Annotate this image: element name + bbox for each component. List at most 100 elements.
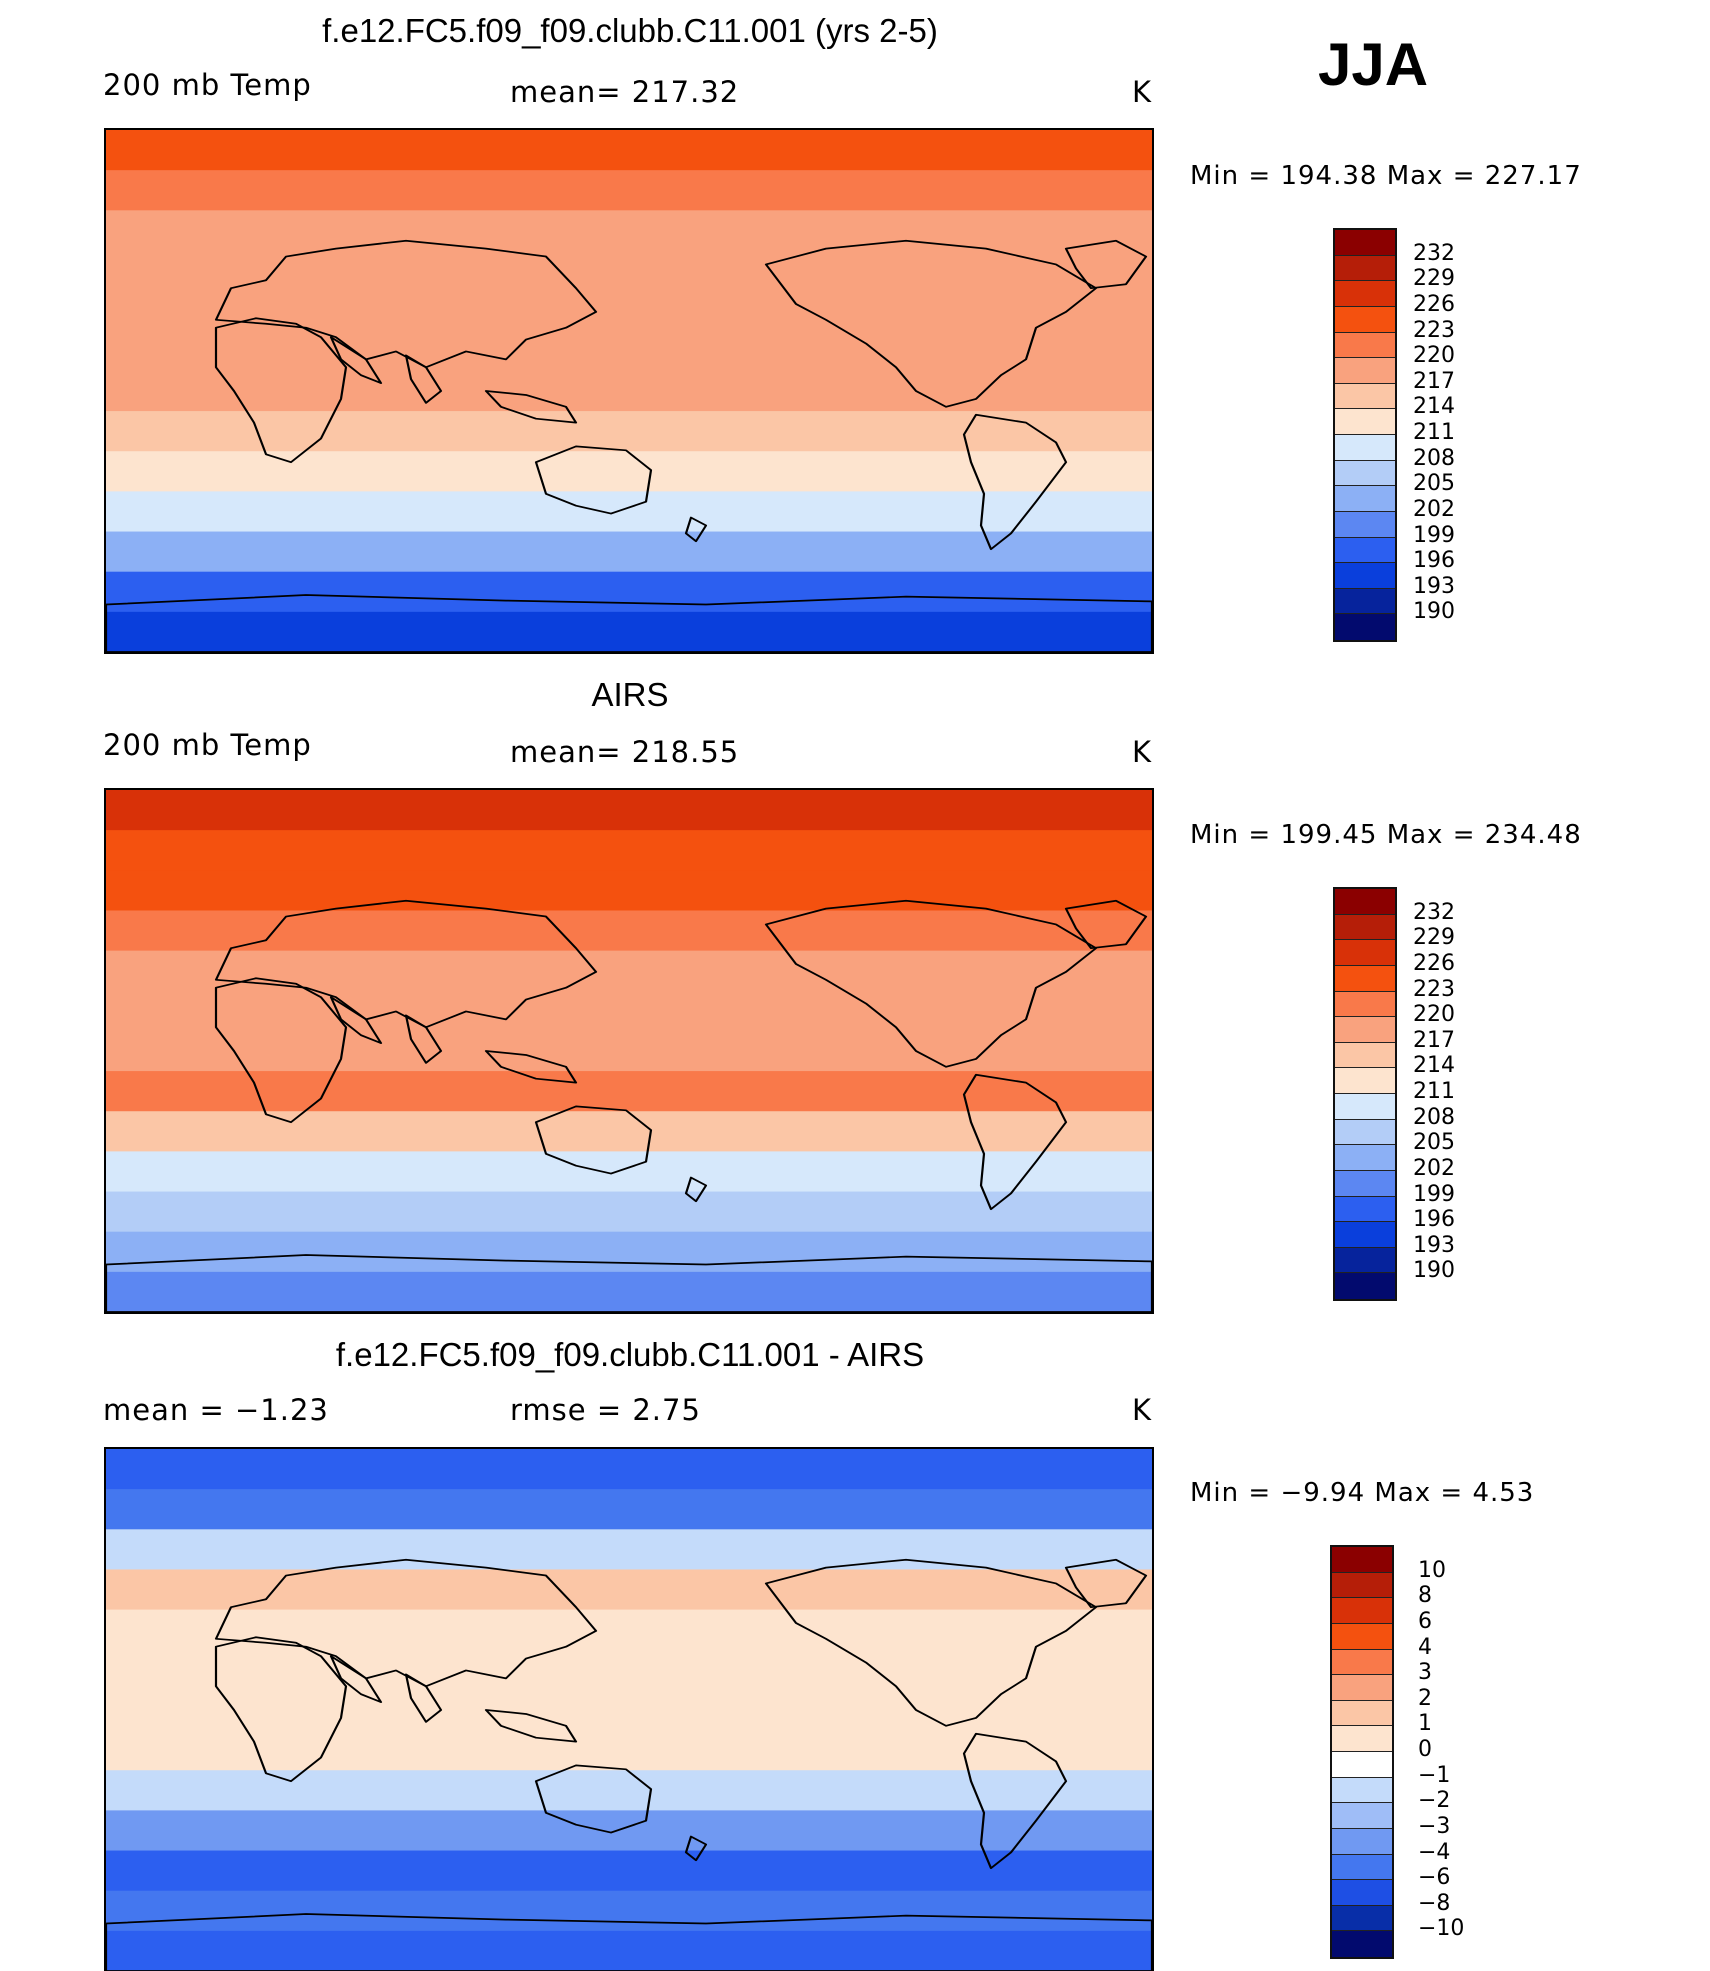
zonal-band — [106, 170, 1152, 212]
map-panel-obs — [104, 788, 1154, 1314]
panel-title-diff: f.e12.FC5.f09_f09.clubb.C11.001 - AIRS — [335, 1336, 925, 1373]
zonal-band — [106, 1071, 1152, 1113]
colorbar-swatch — [1335, 1042, 1395, 1069]
colorbar-swatch — [1332, 1598, 1392, 1624]
colorbar-swatch — [1335, 563, 1395, 589]
colorbar-swatch — [1335, 332, 1395, 359]
map-panel-diff — [104, 1447, 1154, 1971]
zonal-band — [106, 1271, 1152, 1312]
coastline — [329, 1655, 383, 1703]
colorbar-tick-label: 205 — [1413, 471, 1455, 497]
colorbar-tick-label: −8 — [1418, 1890, 1451, 1916]
zonal-band — [106, 990, 1152, 1032]
panel-left-label-model: 200 mb Temp — [103, 68, 312, 102]
colorbar-swatch — [1335, 230, 1395, 256]
panel-rmse-diff: rmse = 2.75 — [510, 1393, 701, 1427]
coastline — [484, 390, 578, 424]
coastline — [214, 239, 598, 369]
colorbar-tick-label: 220 — [1413, 1002, 1455, 1028]
colorbar-tick-label: 226 — [1413, 291, 1455, 317]
coastline — [329, 336, 383, 384]
colorbar-tick-label: 208 — [1413, 445, 1455, 471]
panel-title-model: f.e12.FC5.f09_f09.clubb.C11.001 (yrs 2-5… — [322, 12, 938, 49]
zonal-band — [106, 1770, 1152, 1812]
colorbar-tick-label: 214 — [1413, 394, 1455, 420]
colorbar-tick-label: 220 — [1413, 343, 1455, 369]
minmax-obs: Min = 199.45 Max = 234.48 — [1190, 820, 1582, 850]
colorbar-swatch — [1332, 1905, 1392, 1932]
colorbar-tick-label: 202 — [1413, 1155, 1455, 1181]
colorbar-swatch — [1332, 1828, 1392, 1855]
colorbar-swatch — [1335, 965, 1395, 992]
panel-title-obs: AIRS — [591, 676, 669, 713]
colorbar-swatch — [1335, 991, 1395, 1018]
coastline — [404, 354, 443, 404]
coastline — [684, 516, 708, 543]
colorbar-model — [1333, 228, 1397, 642]
coastline — [106, 594, 1152, 652]
colorbar-swatch — [1335, 358, 1395, 384]
colorbar-tick-label: 211 — [1413, 420, 1455, 445]
panel-mean-model: mean= 217.32 — [510, 75, 740, 109]
zonal-band — [106, 330, 1152, 372]
coastline — [684, 1835, 708, 1862]
colorbar-tick-label: 217 — [1413, 1027, 1455, 1053]
colorbar-swatch — [1335, 1119, 1395, 1146]
minmax-model: Min = 194.38 Max = 227.17 — [1190, 161, 1582, 191]
coastline — [106, 1254, 1152, 1312]
coastline — [962, 413, 1068, 551]
colorbar-tick-label: 2 — [1418, 1685, 1432, 1711]
zonal-band — [106, 451, 1152, 493]
colorbar-tick-label: 217 — [1413, 368, 1455, 394]
panel-units-diff: K — [1132, 1393, 1153, 1427]
zonal-band — [106, 1890, 1152, 1932]
colorbar-swatch — [1332, 1777, 1392, 1804]
zonal-band — [106, 1609, 1152, 1651]
coastline — [1064, 239, 1148, 290]
zonal-band — [106, 870, 1152, 912]
coastline — [764, 899, 1098, 1068]
colorbar-tick-label: 4 — [1418, 1634, 1432, 1660]
coastline — [214, 1636, 348, 1783]
colorbar-labels-diff: 10 8 6 4 3 2 1 0 −1 −2 −3 −4 −6 −8 −10 — [1418, 1545, 1498, 1955]
colorbar-tick-label: 10 — [1418, 1557, 1446, 1583]
zonal-band — [106, 910, 1152, 952]
colorbar-swatch — [1332, 1726, 1392, 1752]
coastline — [214, 977, 348, 1124]
zonal-band — [106, 1730, 1152, 1772]
coastline — [534, 445, 653, 515]
colorbar-swatch — [1335, 1094, 1395, 1120]
map-svg — [106, 1449, 1152, 1971]
coastline — [484, 1050, 578, 1084]
colorbar-tick-label: 196 — [1413, 548, 1455, 574]
colorbar-swatch — [1332, 1803, 1392, 1829]
zonal-band — [106, 611, 1152, 652]
zonal-band — [106, 130, 1152, 171]
colorbar-swatch — [1335, 1068, 1395, 1094]
coastline — [534, 1764, 653, 1834]
colorbar-diff — [1330, 1545, 1394, 1959]
colorbar-labels-model: 232 229 226 223 220 217 214 211 208 205 202 199 196 1… — [1413, 228, 1493, 638]
zonal-band — [106, 1930, 1152, 1971]
zonal-band — [106, 531, 1152, 573]
colorbar-tick-label: −1 — [1418, 1762, 1451, 1788]
coastline — [764, 1558, 1098, 1727]
coastline — [484, 1709, 578, 1743]
colorbar-swatch — [1335, 383, 1395, 410]
colorbar-tick-label: 229 — [1413, 925, 1455, 951]
colorbar-tick-label: 8 — [1418, 1583, 1432, 1609]
colorbar-tick-label: 199 — [1413, 1181, 1455, 1207]
zonal-band — [106, 950, 1152, 992]
zonal-band — [106, 790, 1152, 831]
coastline — [106, 1913, 1152, 1971]
colorbar-swatch — [1332, 1649, 1392, 1676]
coastline — [534, 1105, 653, 1175]
colorbar-swatch — [1335, 914, 1395, 941]
coastline — [1064, 899, 1148, 950]
zonal-band — [106, 571, 1152, 613]
colorbar-tick-label: −10 — [1418, 1916, 1465, 1942]
colorbar-tick-label: 0 — [1418, 1737, 1432, 1762]
colorbar-swatch — [1335, 435, 1395, 461]
colorbar-tick-label: 1 — [1418, 1711, 1432, 1737]
colorbar-swatch — [1335, 1017, 1395, 1043]
